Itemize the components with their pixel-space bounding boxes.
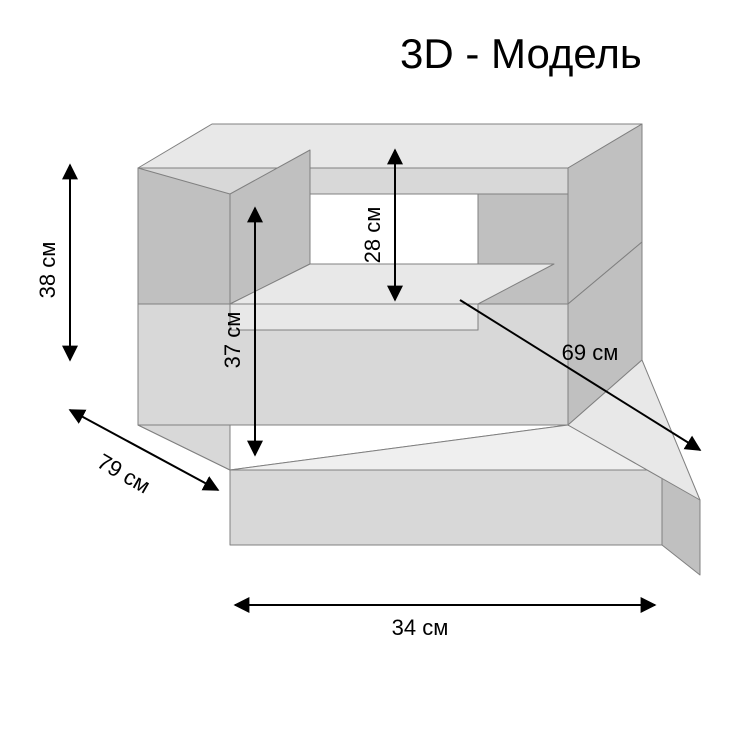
dimension-label: 38 см <box>35 242 60 299</box>
dimension-label: 37 см <box>220 312 245 369</box>
dimension-label: 79 см <box>93 448 155 498</box>
dimension-label: 69 см <box>562 340 619 365</box>
dimension-label: 34 см <box>392 615 449 640</box>
dimension-label: 28 см <box>360 207 385 264</box>
diagram-canvas: 38 см 37 см 28 см 79 см 69 см 34 см <box>0 0 750 750</box>
